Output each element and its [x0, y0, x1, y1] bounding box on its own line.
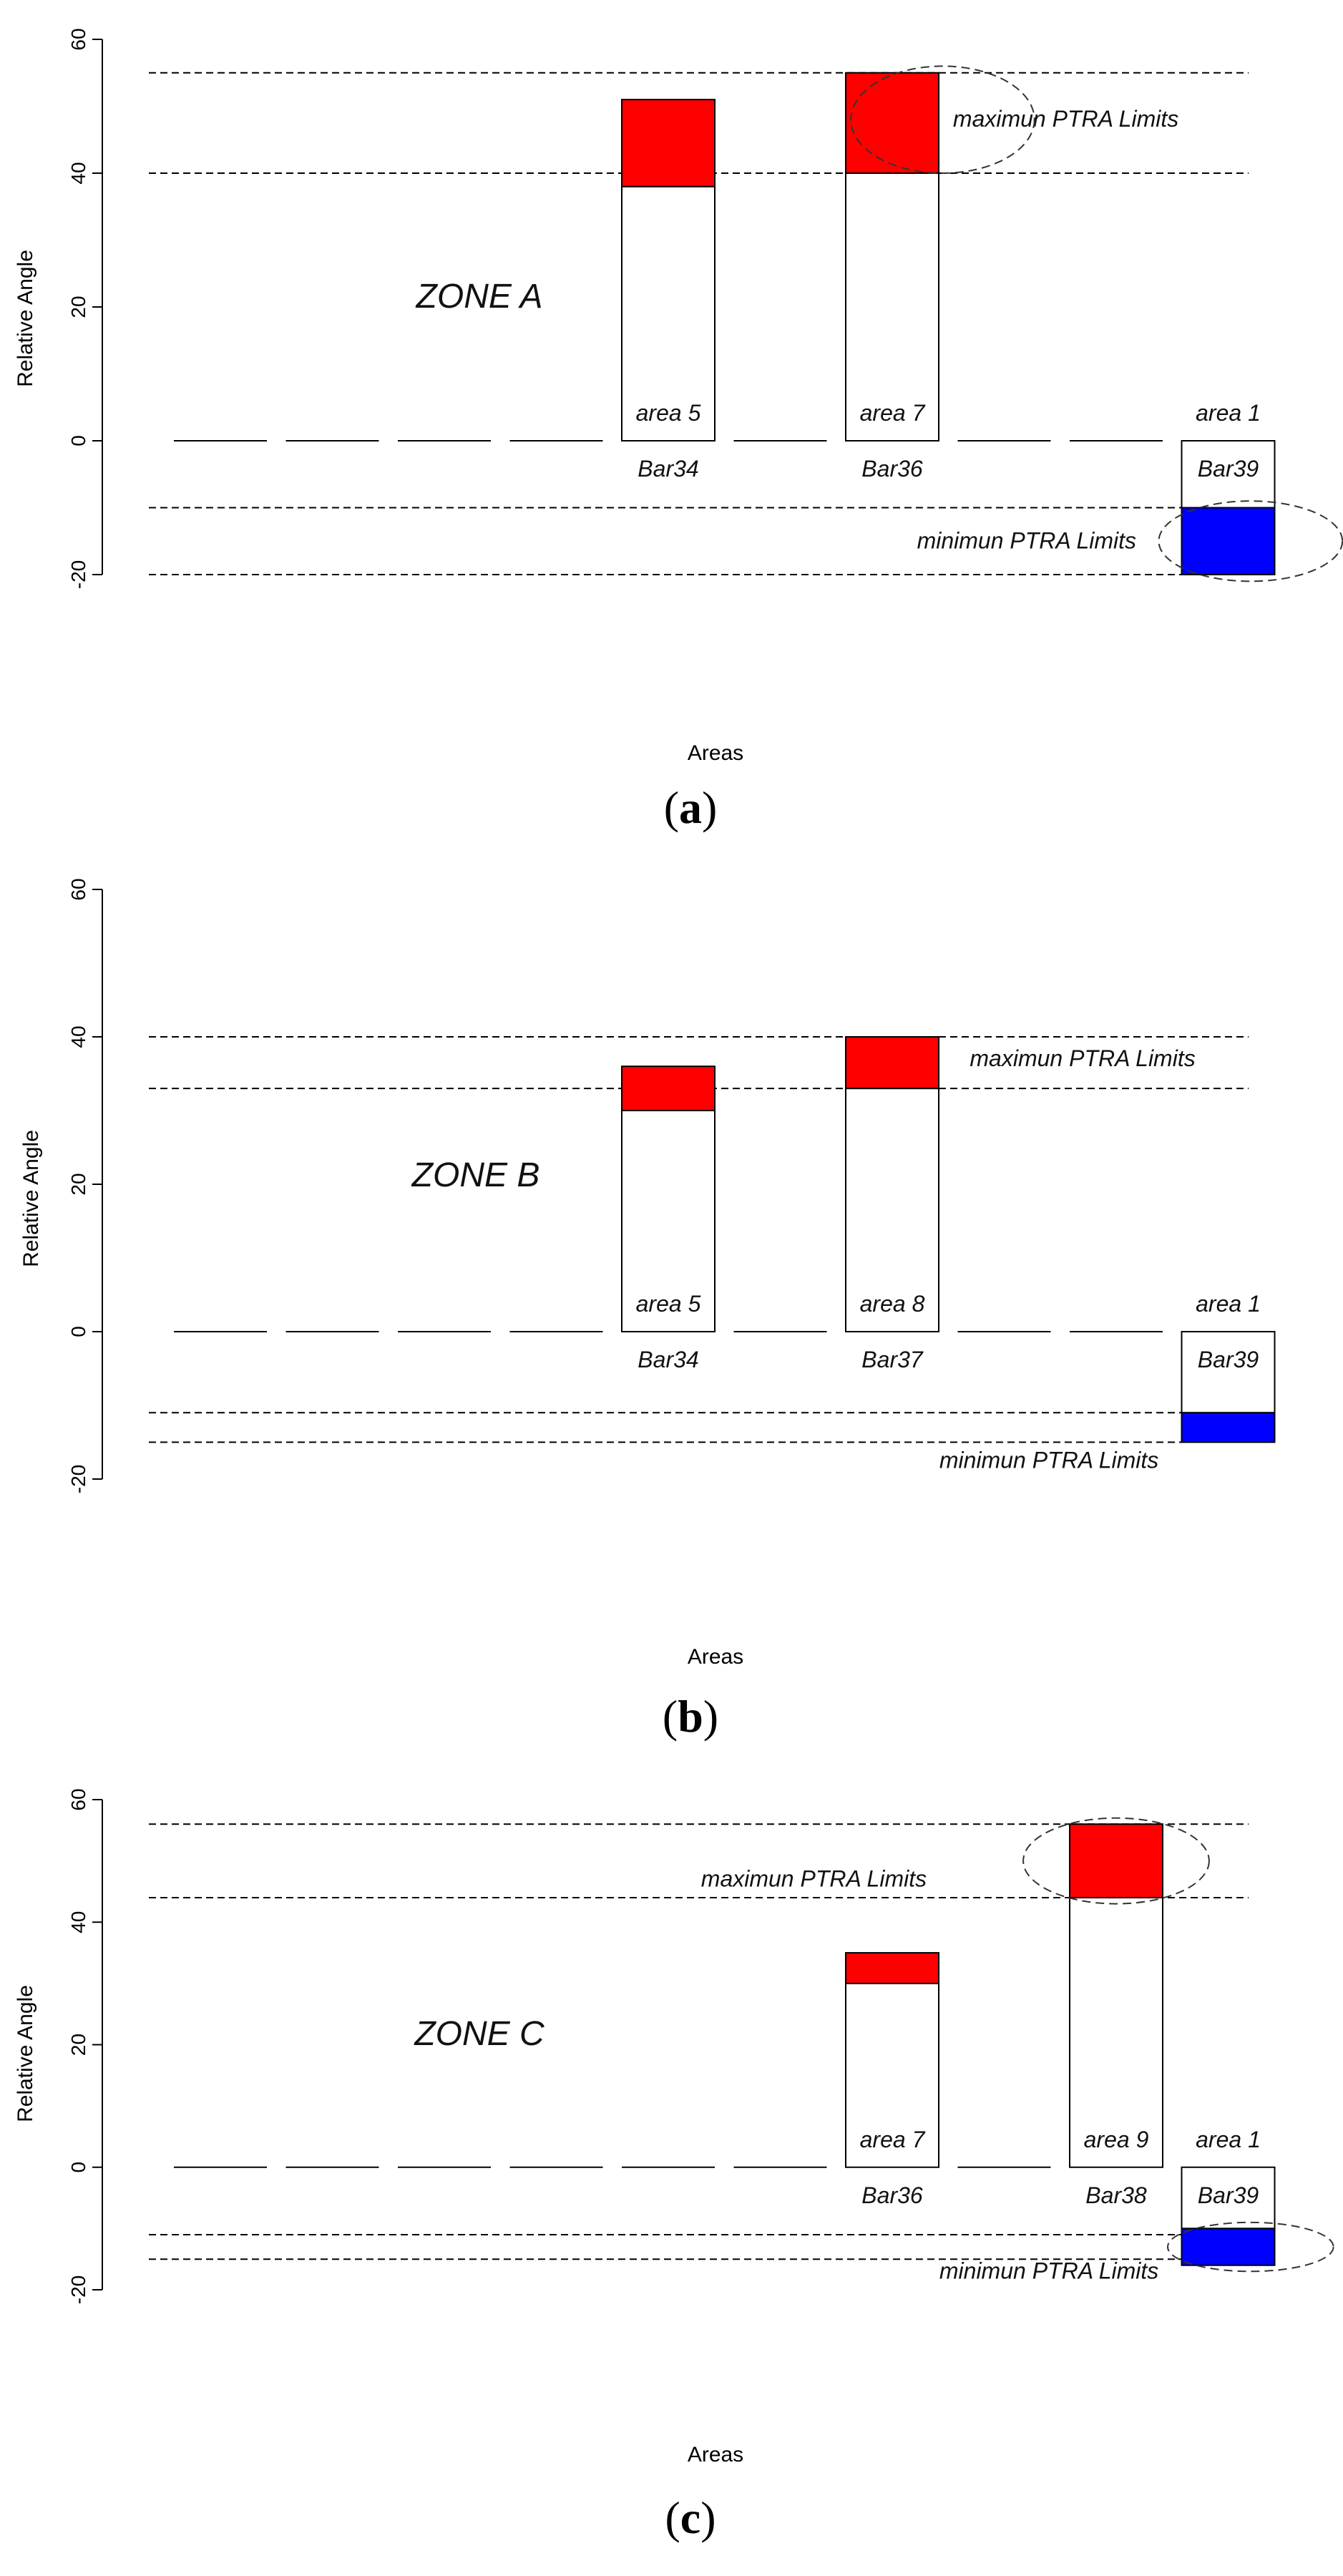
area-label: area 1	[1196, 2127, 1261, 2152]
ptra-limit-annotation: maximun PTRA Limits	[701, 1865, 927, 1891]
bar-excess-bar34	[621, 99, 716, 187]
y-tick-label: 60	[67, 28, 89, 50]
bar-bar39	[1181, 440, 1276, 509]
y-tick-label: 0	[67, 1326, 89, 1337]
bar-label: Bar37	[861, 1347, 924, 1372]
y-tick-label: 20	[67, 2034, 89, 2056]
y-tick-label: 60	[67, 1788, 89, 1810]
highlight-ellipse	[1022, 1817, 1210, 1905]
ptra-limit-annotation: minimun PTRA Limits	[939, 2258, 1158, 2283]
y-tick-label: -20	[67, 2275, 89, 2304]
bar-bar38	[1069, 1897, 1163, 2168]
bar-label: Bar39	[1198, 2182, 1259, 2208]
area-label: area 8	[860, 1291, 925, 1317]
y-axis-title: Relative Angle	[14, 250, 37, 387]
area-label: area 9	[1084, 2127, 1149, 2152]
y-tick-label: 60	[67, 878, 89, 900]
area-label: area 5	[636, 1291, 701, 1317]
y-tick-label: 40	[67, 162, 89, 184]
bar-bar36	[845, 172, 939, 441]
bar-excess-bar39	[1181, 2228, 1276, 2266]
chart-panel-a: -20 0 20 40 60 Relative Angle area 5 Bar34 area …	[14, 28, 1343, 833]
ptra-limit-annotation: maximun PTRA Limits	[953, 106, 1178, 132]
highlight-ellipse	[1158, 500, 1343, 582]
bar-excess-bar39	[1181, 1412, 1276, 1443]
bar-bar36	[845, 1982, 939, 2168]
y-tick-label: 20	[67, 1173, 89, 1195]
bar-excess-bar36	[845, 72, 939, 174]
y-tick-label: -20	[67, 1465, 89, 1493]
bar-excess-bar39	[1181, 507, 1276, 575]
bar-label: Bar39	[1198, 1347, 1259, 1372]
bar-bar37	[845, 1088, 939, 1332]
bar-bar34	[621, 185, 716, 441]
bar-label: Bar39	[1198, 456, 1259, 482]
y-axis-title: Relative Angle	[14, 1985, 37, 2122]
zone-label: ZONE B	[411, 1156, 540, 1194]
y-tick-label: -20	[67, 560, 89, 589]
y-tick-label: 40	[67, 1911, 89, 1933]
highlight-ellipse	[850, 65, 1035, 174]
y-tick-label: 0	[67, 2162, 89, 2173]
bar-bar39	[1181, 2166, 1276, 2230]
area-label: area 1	[1196, 400, 1261, 426]
bar-label: Bar36	[861, 456, 923, 482]
highlight-ellipse	[1166, 2221, 1334, 2273]
x-axis-title: Areas	[688, 741, 743, 765]
area-label: area 7	[860, 400, 926, 426]
y-tick-label: 20	[67, 296, 89, 318]
area-label: area 7	[860, 2127, 926, 2152]
bar-bar34	[621, 1110, 716, 1332]
bar-label: Bar34	[638, 456, 698, 482]
bar-label: Bar34	[638, 1347, 698, 1372]
bar-label: Bar38	[1085, 2182, 1147, 2208]
chart-panel-b: -20 0 20 40 60 Relative Angle area 5 Bar34 area …	[19, 878, 1276, 1742]
y-tick-label: 40	[67, 1025, 89, 1048]
bar-excess-bar36	[845, 1952, 939, 1984]
ptra-limit-annotation: minimun PTRA Limits	[939, 1447, 1158, 1473]
bar-label: Bar36	[861, 2182, 923, 2208]
zone-label: ZONE A	[416, 278, 543, 316]
y-tick-label: 0	[67, 435, 89, 447]
zone-label: ZONE C	[414, 2015, 544, 2053]
x-axis-title: Areas	[688, 1645, 743, 1669]
y-axis-title: Relative Angle	[19, 1130, 43, 1267]
bar-excess-bar37	[845, 1036, 939, 1090]
ptra-limit-annotation: maximun PTRA Limits	[970, 1045, 1195, 1071]
panel-label: (c)	[665, 2492, 716, 2543]
chart-panel-c: -20 0 20 40 60 Relative Angle area 7 Bar36 area …	[14, 1788, 1334, 2543]
bar-excess-bar34	[621, 1065, 716, 1111]
area-label: area 5	[636, 400, 701, 426]
x-axis-title: Areas	[688, 2443, 743, 2467]
bar-bar39	[1181, 1331, 1276, 1414]
panel-label: (a)	[664, 782, 718, 833]
bar-excess-bar38	[1069, 1823, 1163, 1898]
area-label: area 1	[1196, 1291, 1261, 1317]
panel-label: (b)	[663, 1691, 718, 1742]
ptra-limit-annotation: minimun PTRA Limits	[917, 527, 1136, 553]
